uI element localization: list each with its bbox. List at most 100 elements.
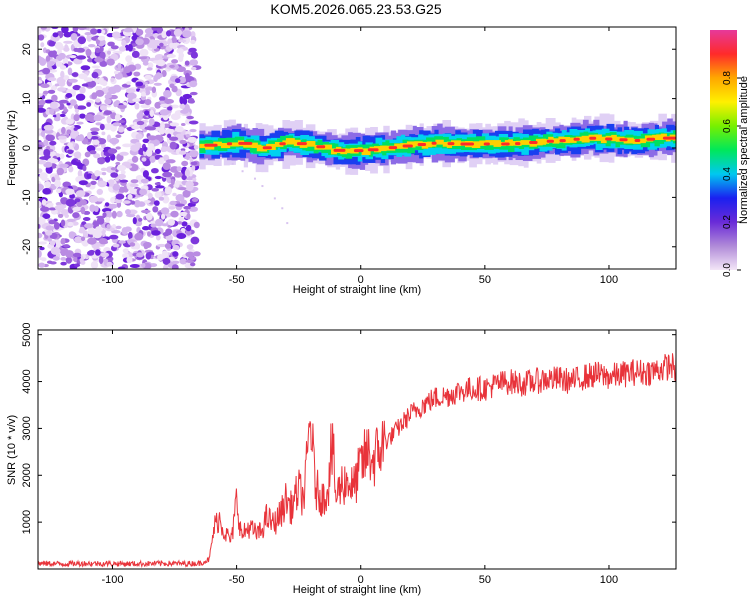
noise-cell: [108, 179, 115, 185]
noise-cell: [65, 93, 73, 98]
noise-cell: [189, 80, 198, 88]
noise-cell: [145, 252, 152, 260]
y-tick-label: -10: [21, 189, 33, 205]
noise-cell: [189, 59, 199, 66]
noise-cell: [180, 148, 186, 152]
noise-cell: [122, 200, 131, 204]
noise-cell: [169, 141, 177, 150]
noise-cell: [122, 253, 129, 259]
signal-peak: [388, 146, 398, 150]
noise-cell: [47, 202, 54, 207]
signal-cell: [380, 145, 387, 152]
noise-cell: [38, 99, 46, 106]
noise-cell: [111, 210, 117, 219]
noise-cell: [101, 29, 106, 34]
y-tick-label: 20: [21, 43, 33, 55]
noise-cell: [60, 248, 67, 257]
noise-cell: [179, 211, 188, 217]
noise-cell: [55, 202, 62, 206]
y-tick-label: 4000: [21, 369, 33, 393]
noise-cell: [114, 113, 121, 122]
noise-cell: [107, 41, 115, 47]
noise-cell: [43, 149, 51, 157]
noise-cell: [54, 179, 61, 188]
noise-cell: [139, 48, 149, 57]
noise-cell: [167, 218, 175, 226]
colorbar-tick-label: 0.2: [722, 215, 733, 229]
stray-cell: [281, 207, 284, 210]
noise-cell: [109, 234, 119, 240]
signal-cell: [552, 138, 560, 144]
noise-cell: [193, 145, 199, 150]
noise-cell: [51, 176, 56, 183]
noise-cell: [144, 99, 152, 106]
noise-cell: [132, 217, 137, 225]
y-tick-label: 10: [21, 92, 33, 104]
noise-cell: [53, 222, 60, 230]
noise-cell: [49, 108, 55, 115]
noise-cell: [170, 178, 175, 186]
noise-cell: [45, 55, 51, 62]
noise-cell: [95, 122, 102, 126]
noise-cell: [172, 260, 180, 264]
snr-series-line: [38, 353, 676, 568]
noise-cell: [179, 96, 184, 105]
noise-cell: [115, 146, 121, 150]
noise-cell: [60, 219, 66, 227]
noise-cell: [61, 27, 69, 34]
noise-cell: [57, 87, 67, 92]
signal-peak: [559, 139, 566, 143]
noise-cell: [40, 83, 50, 89]
signal-cell: [442, 142, 448, 147]
noise-cell: [117, 266, 126, 269]
signal-peak: [573, 137, 580, 141]
noise-cell: [175, 126, 184, 133]
noise-cell: [49, 140, 57, 146]
signal-cell: [623, 137, 634, 144]
signal-cell: [323, 144, 332, 150]
noise-cell: [60, 238, 66, 245]
snr-frame: [37, 329, 677, 570]
noise-cell: [113, 70, 119, 75]
noise-cell: [79, 113, 86, 119]
noise-cell: [51, 65, 57, 70]
colorbar: 0.0 0.2 0.4 0.6 0.8 Normalized spectral ampl…: [710, 30, 750, 277]
noise-cell: [95, 147, 104, 151]
noise-cell: [172, 192, 177, 197]
noise-cell: [112, 122, 121, 127]
noise-cell: [139, 188, 148, 196]
signal-peak: [204, 143, 218, 147]
noise-cell: [51, 50, 58, 56]
noise-cell: [63, 244, 70, 248]
signal-cell: [243, 143, 253, 148]
noise-cell: [110, 167, 117, 171]
noise-cell: [131, 125, 141, 130]
noise-cell: [175, 78, 181, 84]
signal-cell: [451, 140, 461, 146]
noise-cell: [84, 113, 94, 121]
noise-cell: [151, 86, 157, 94]
colorbar-tick-label: 0.4: [722, 167, 733, 181]
signal-cell: [274, 142, 284, 147]
noise-cell: [176, 233, 187, 239]
noise-cell: [47, 89, 56, 94]
noise-cell: [60, 257, 67, 261]
noise-cell: [154, 175, 162, 180]
spectrogram-x-axis-label: Height of straight line (km): [293, 284, 421, 296]
noise-cell: [118, 240, 126, 244]
y-tick-label: 2000: [21, 463, 33, 487]
noise-cell: [98, 256, 104, 264]
noise-cell: [130, 144, 140, 152]
noise-cell: [100, 252, 109, 258]
noise-cell: [65, 118, 75, 125]
x-tick-label: -50: [229, 274, 245, 286]
noise-cell: [181, 123, 186, 126]
noise-cell: [95, 47, 101, 53]
noise-cell: [123, 66, 132, 74]
noise-cell: [144, 110, 150, 116]
signal-peak: [296, 142, 307, 146]
x-tick-label: 50: [479, 574, 491, 586]
noise-cell: [42, 188, 52, 195]
noise-cell: [54, 83, 60, 87]
noise-cell: [97, 157, 106, 165]
